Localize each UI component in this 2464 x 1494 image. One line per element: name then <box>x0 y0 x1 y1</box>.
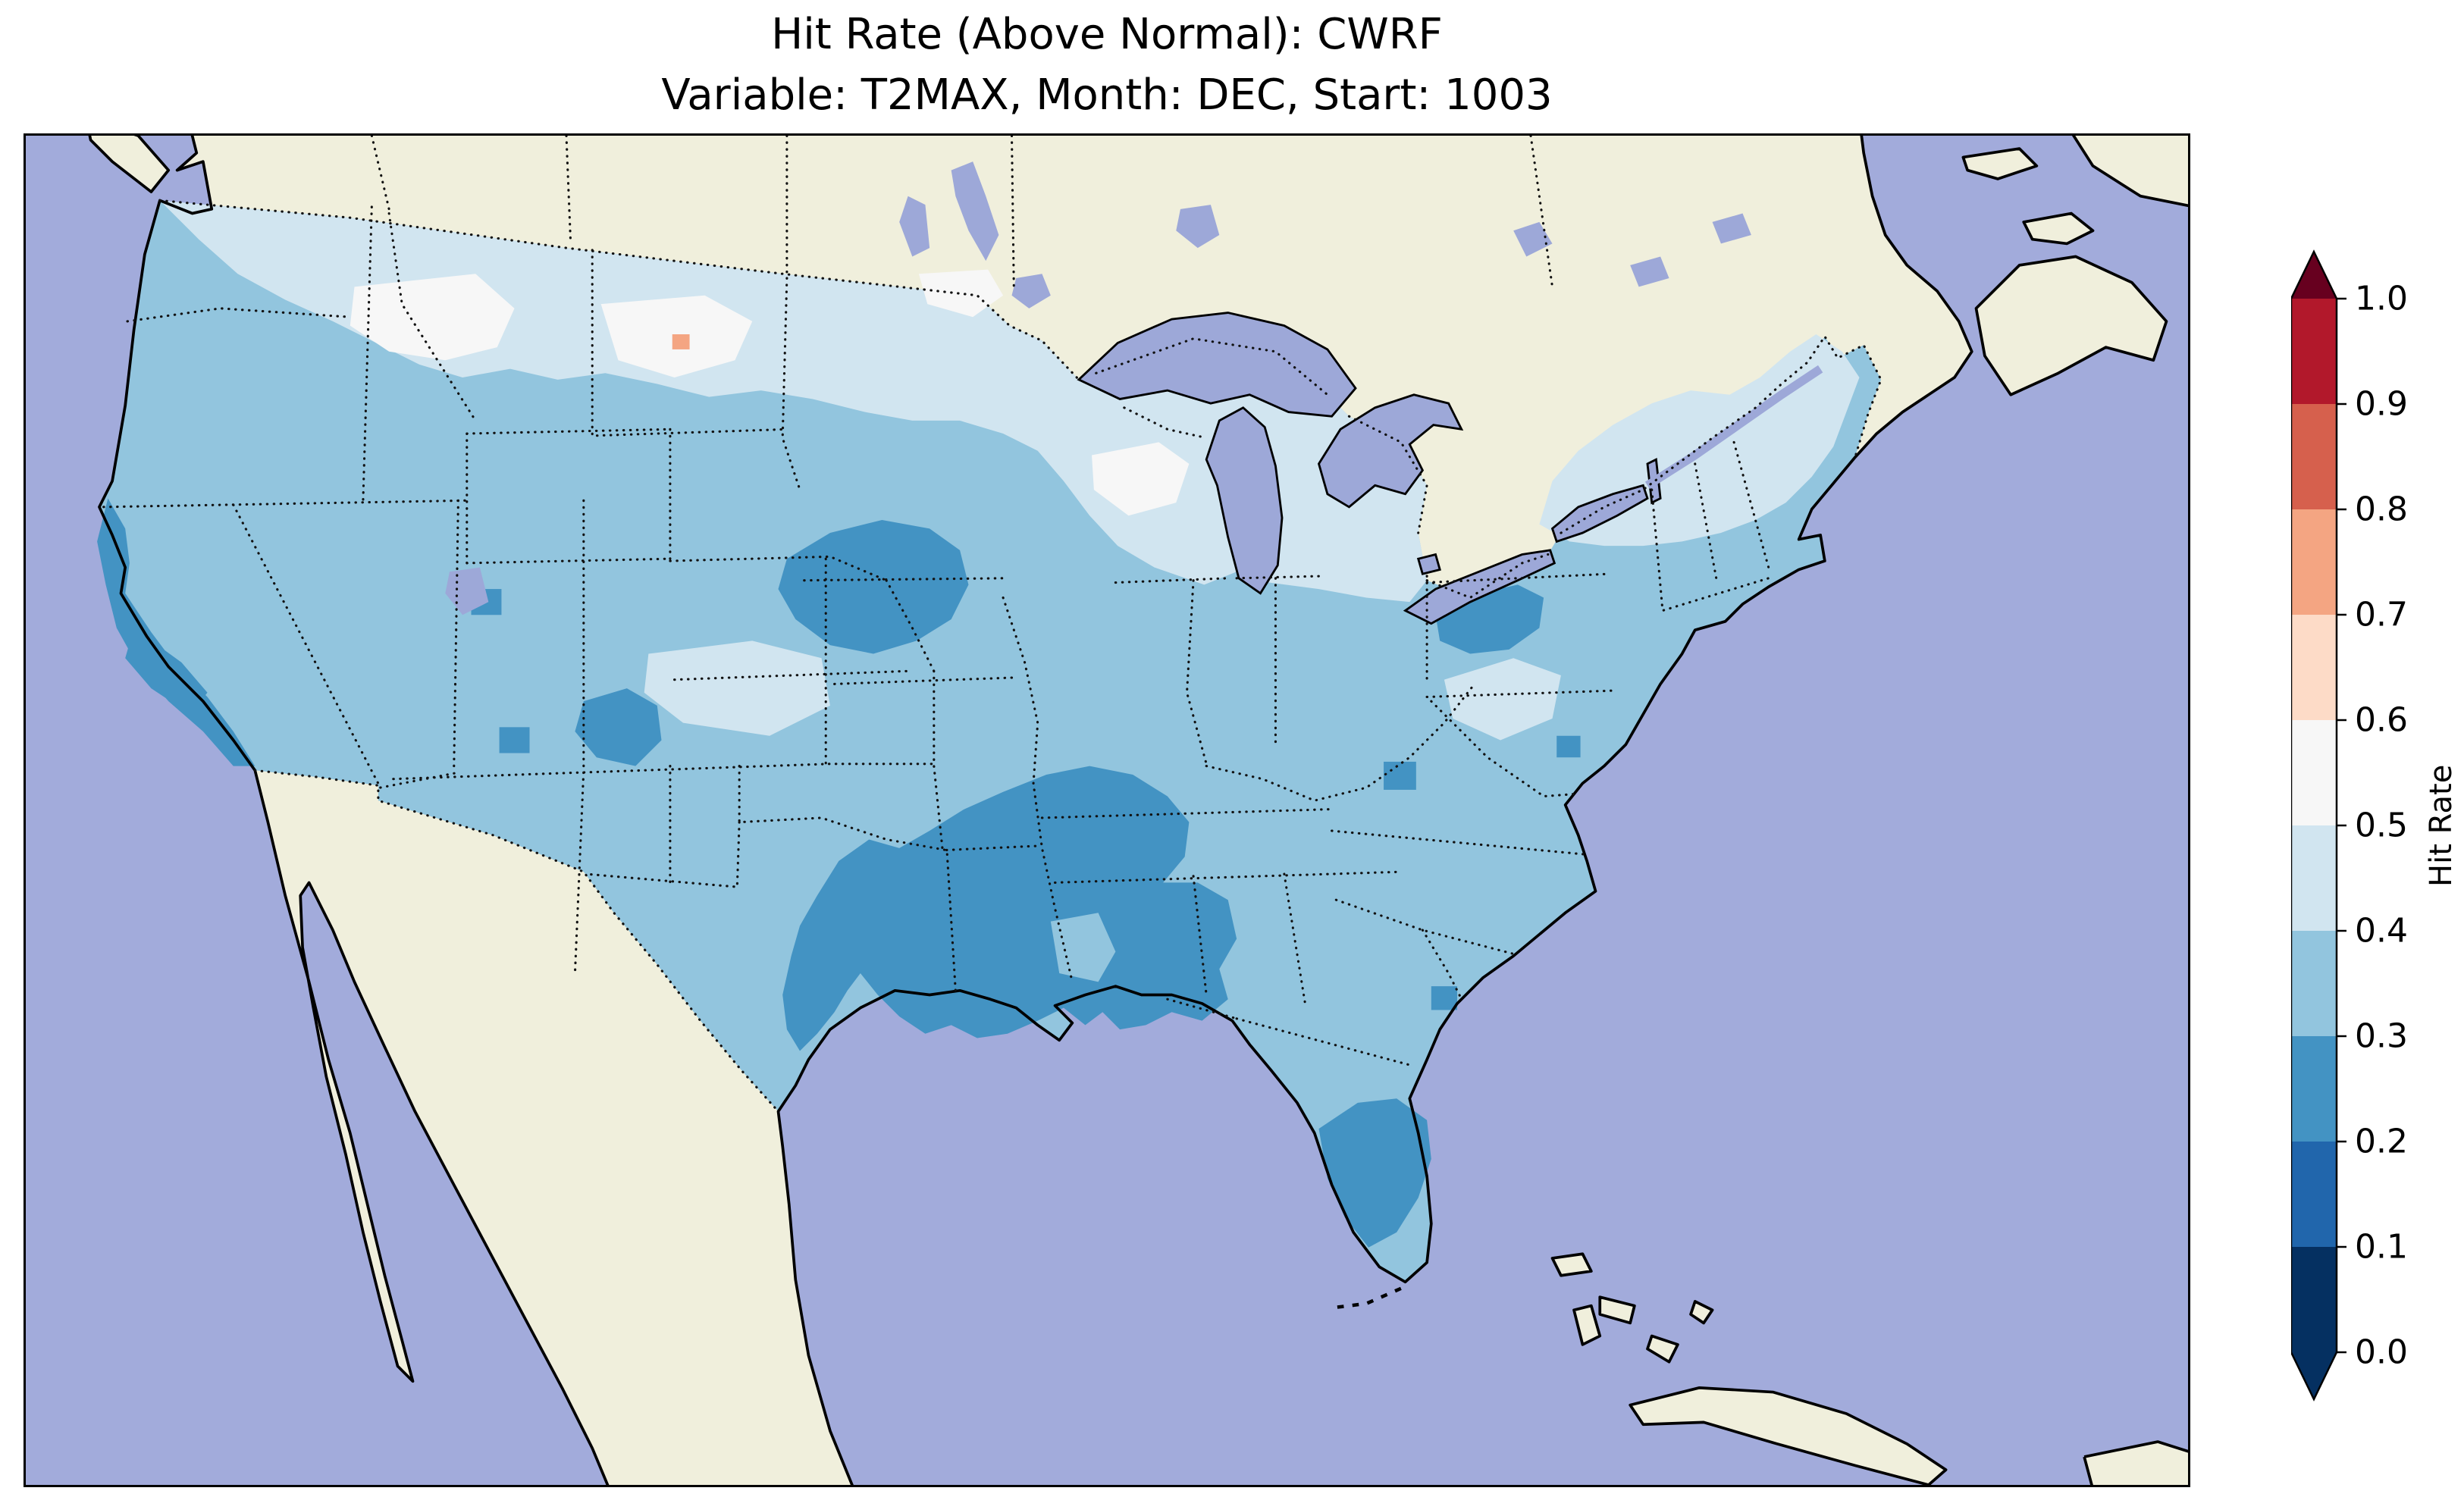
conus-base-hit-rate <box>99 200 1882 1283</box>
colorbar-segment <box>2291 720 2337 826</box>
colorbar-tick-label: 0.8 <box>2355 490 2408 529</box>
colorbar-axis-label: Hit Rate <box>2424 764 2459 887</box>
colorbar-tick-label: 0.6 <box>2355 701 2408 740</box>
colorbar-tick-label: 0.0 <box>2355 1333 2408 1372</box>
light-region-plains <box>644 641 830 736</box>
colorbar-arrow-under <box>2291 1352 2337 1399</box>
colorbar-tick-label: 0.2 <box>2355 1123 2408 1161</box>
florida-keys <box>1331 1286 1402 1310</box>
white-patches-north <box>350 269 1190 516</box>
title-line-1: Hit Rate (Above Normal): CWRF <box>771 10 1443 59</box>
colorbar-tick-label: 0.9 <box>2355 385 2408 424</box>
louisiana-light-notch <box>1050 913 1116 982</box>
colorbar-segment <box>2291 404 2337 510</box>
colorbar-segment <box>2291 299 2337 405</box>
dark-cell-arizona <box>499 727 530 753</box>
colorbar-svg: 1.0 0.9 0.8 0.7 0.6 0.5 0.4 0.3 0.2 0.1 0.0 <box>2290 249 2408 1402</box>
figure-title: Hit Rate (Above Normal): CWRF Variable: … <box>24 5 2190 125</box>
dark-regions <box>97 498 1544 1248</box>
great-lakes <box>1077 312 1662 625</box>
colorbar-segment <box>2291 1247 2337 1353</box>
colorbar-segment <box>2291 1036 2337 1142</box>
st-lawrence-river <box>1644 365 1823 490</box>
map-panel <box>24 133 2190 1487</box>
dark-cell-kentucky-ohio <box>1384 761 1416 790</box>
colorbar-segment <box>2291 825 2337 932</box>
colorbar-segment <box>2291 931 2337 1037</box>
dark-cell-georgia-coast <box>1431 986 1458 1010</box>
colorbar-segment <box>2291 1142 2337 1248</box>
light-region-west-virginia <box>1444 658 1561 741</box>
colorbar-tick-label: 0.1 <box>2355 1228 2408 1267</box>
colorbar-tick-label: 0.3 <box>2355 1017 2408 1056</box>
colorbar-tick-label: 0.4 <box>2355 912 2408 951</box>
colorbar: 1.0 0.9 0.8 0.7 0.6 0.5 0.4 0.3 0.2 0.1 0.0 <box>2290 249 2464 1405</box>
colorbar-tick-label: 0.7 <box>2355 596 2408 634</box>
political-borders-dotted <box>102 136 1882 1113</box>
title-line-2: Variable: T2MAX, Month: DEC, Start: 1003 <box>661 70 1553 120</box>
coastline <box>88 136 2188 1485</box>
warm-cell-north-dakota <box>672 334 690 349</box>
colorbar-tick-label: 1.0 <box>2355 280 2408 318</box>
colorbar-segment <box>2291 615 2337 721</box>
colorbar-arrow-over <box>2291 252 2337 299</box>
colorbar-tick-label: 0.5 <box>2355 807 2408 845</box>
colorbar-segment <box>2291 509 2337 615</box>
us-hit-rate-map <box>26 136 2188 1485</box>
dark-cell-chesapeake <box>1556 735 1581 758</box>
